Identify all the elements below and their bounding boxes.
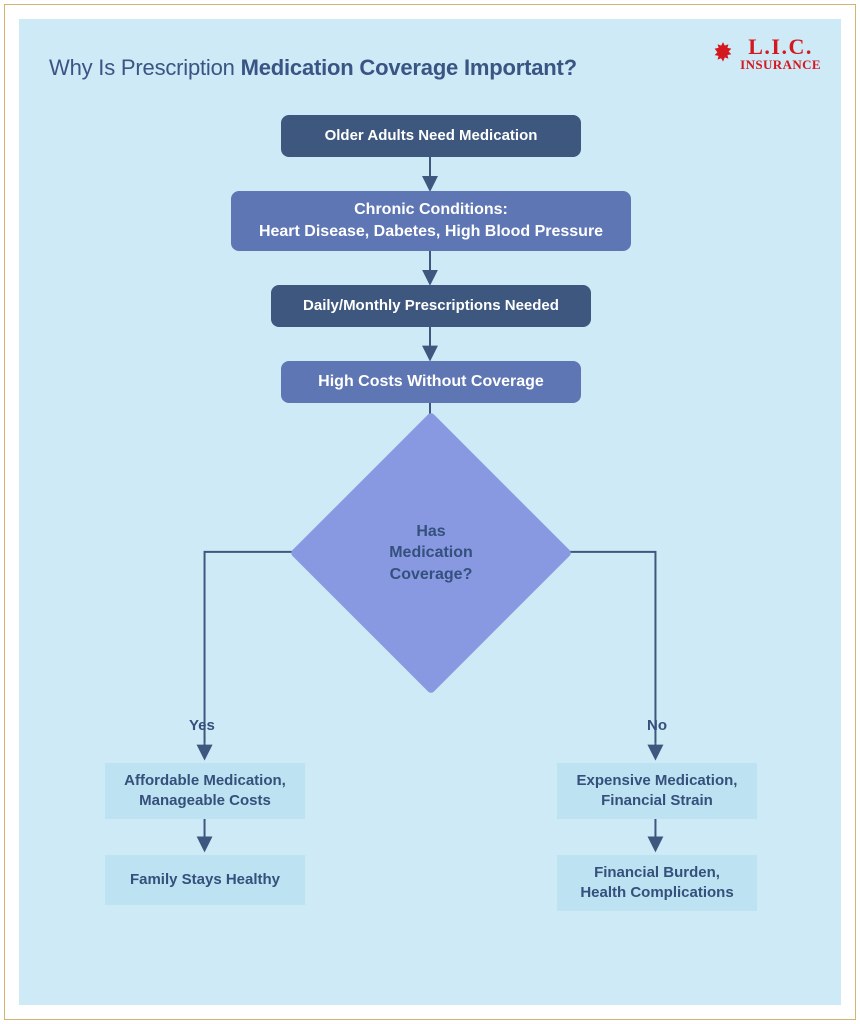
page-border: Why Is Prescription Medication Coverage … [4, 4, 856, 1020]
leaf-expensive: Expensive Medication, Financial Strain [557, 763, 757, 819]
node-prescriptions-needed: Daily/Monthly Prescriptions Needed [271, 285, 591, 327]
title-part-1: Why Is Prescription [49, 55, 241, 80]
title-part-2: Medication Coverage Important? [241, 55, 577, 80]
flowchart-canvas: Why Is Prescription Medication Coverage … [19, 19, 841, 1005]
brand-logo: L.I.C. INSURANCE [710, 35, 821, 72]
node-older-adults: Older Adults Need Medication [281, 115, 581, 157]
page-title: Why Is Prescription Medication Coverage … [49, 55, 577, 81]
leaf-affordable: Affordable Medication, Manageable Costs [105, 763, 305, 819]
branch-yes-label: Yes [189, 717, 215, 734]
leaf-family-healthy: Family Stays Healthy [105, 855, 305, 905]
logo-text-2: INSURANCE [740, 58, 821, 72]
node-high-costs: High Costs Without Coverage [281, 361, 581, 403]
leaf-financial-burden: Financial Burden, Health Complications [557, 855, 757, 911]
node-chronic-conditions: Chronic Conditions: Heart Disease, Dabet… [231, 191, 631, 251]
maple-leaf-icon [710, 40, 736, 66]
logo-text-1: L.I.C. [740, 35, 821, 58]
decision-has-coverage: Has Medication Coverage? [331, 453, 531, 653]
decision-label: Has Medication Coverage? [331, 453, 531, 653]
branch-no-label: No [647, 717, 667, 734]
